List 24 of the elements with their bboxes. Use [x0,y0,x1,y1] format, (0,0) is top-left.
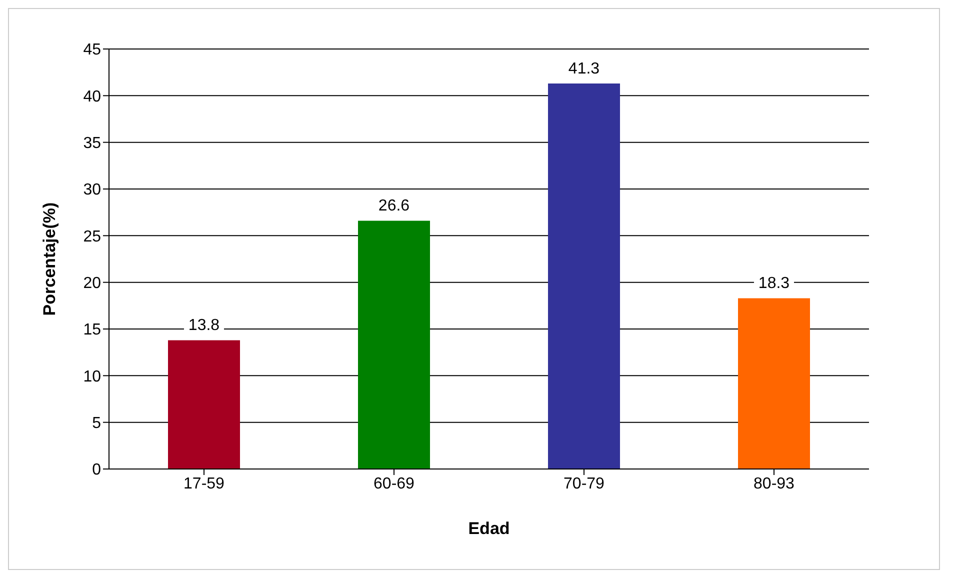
y-tick-label: 5 [92,415,102,432]
bar [548,84,620,469]
y-tick-label: 20 [83,275,102,292]
data-label: 18.3 [758,275,790,292]
y-tick-label: 25 [83,228,102,246]
bar [738,298,810,469]
x-tick-label: 80-93 [754,475,795,492]
x-tick-label: 17-59 [184,475,225,492]
y-tick-label: 0 [92,462,102,479]
y-tick-label: 35 [83,135,102,152]
bar [168,340,240,469]
x-axis-title: Edad [468,519,510,538]
data-label: 13.8 [188,317,220,334]
x-tick-label: 70-79 [564,475,605,492]
y-tick-label: 45 [83,42,102,59]
bar [358,220,430,469]
y-tick-label: 15 [83,322,102,339]
y-axis-title: Porcentaje(%) [40,202,60,316]
data-label: 26.6 [378,198,410,215]
y-tick-label: 10 [83,368,102,386]
data-label: 41.3 [568,60,600,78]
x-tick-label: 60-69 [374,475,415,492]
y-tick-label: 30 [83,182,102,199]
y-tick-label: 40 [83,88,102,106]
